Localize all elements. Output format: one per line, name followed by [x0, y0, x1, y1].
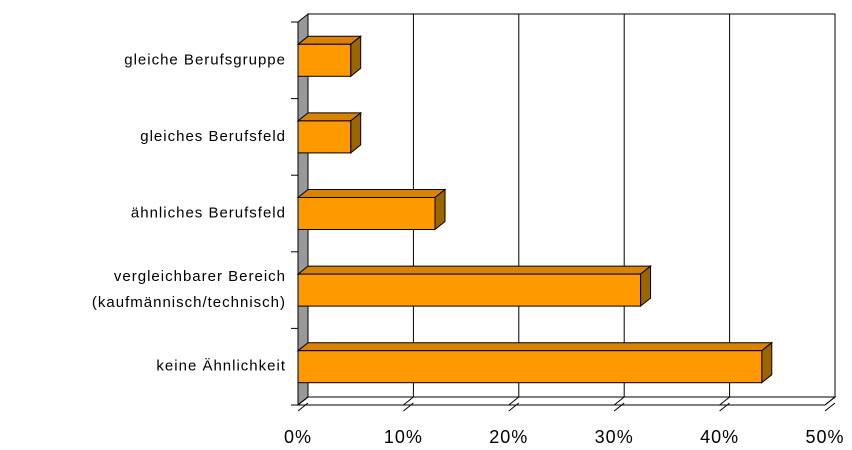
x-floor-tick — [719, 396, 730, 406]
x-floor-tick — [824, 396, 836, 406]
floor — [296, 396, 837, 406]
y-tick-label: ähnliches Berufsfeld — [131, 204, 286, 221]
x-tick-mark — [508, 402, 520, 412]
y-tick-label: gleiches Berufsfeld — [140, 128, 286, 145]
bar-front — [297, 350, 763, 384]
bar — [296, 35, 363, 78]
x-tick-label: 30% — [595, 427, 634, 447]
x-tick-mark — [403, 402, 414, 412]
bar-top — [296, 35, 363, 45]
y-tick-label: vergleichbarer Bereich (kaufmännisch/tech… — [92, 268, 286, 311]
x-floor-tick — [613, 396, 625, 406]
x-tick-mark — [613, 402, 625, 412]
bar-top — [296, 342, 774, 352]
x-tick-mark — [824, 402, 836, 412]
bar-front — [297, 43, 352, 77]
x-tick-label: 50% — [805, 427, 844, 447]
bar — [296, 188, 447, 231]
bar-top — [296, 265, 652, 275]
bar — [296, 111, 363, 154]
bar-front — [297, 120, 352, 154]
bar — [296, 341, 774, 384]
y-tick-label: gleiche Berufsgruppe — [124, 51, 286, 68]
x-tick-mark — [297, 402, 309, 412]
x-tick-mark — [719, 402, 730, 412]
bar-top — [296, 189, 447, 198]
bar-front — [297, 273, 642, 307]
x-tick-label: 20% — [489, 427, 528, 447]
bar — [296, 265, 652, 308]
x-floor-tick — [508, 396, 520, 406]
bar-front — [297, 197, 436, 230]
x-tick-label: 0% — [284, 427, 312, 447]
x-floor-tick — [403, 396, 414, 406]
x-tick-label: 10% — [384, 427, 423, 447]
x-tick-label: 40% — [700, 427, 739, 447]
y-tick-label: keine Ähnlichkeit — [156, 358, 286, 375]
bar-top — [296, 112, 363, 122]
x-floor-tick — [297, 396, 309, 406]
